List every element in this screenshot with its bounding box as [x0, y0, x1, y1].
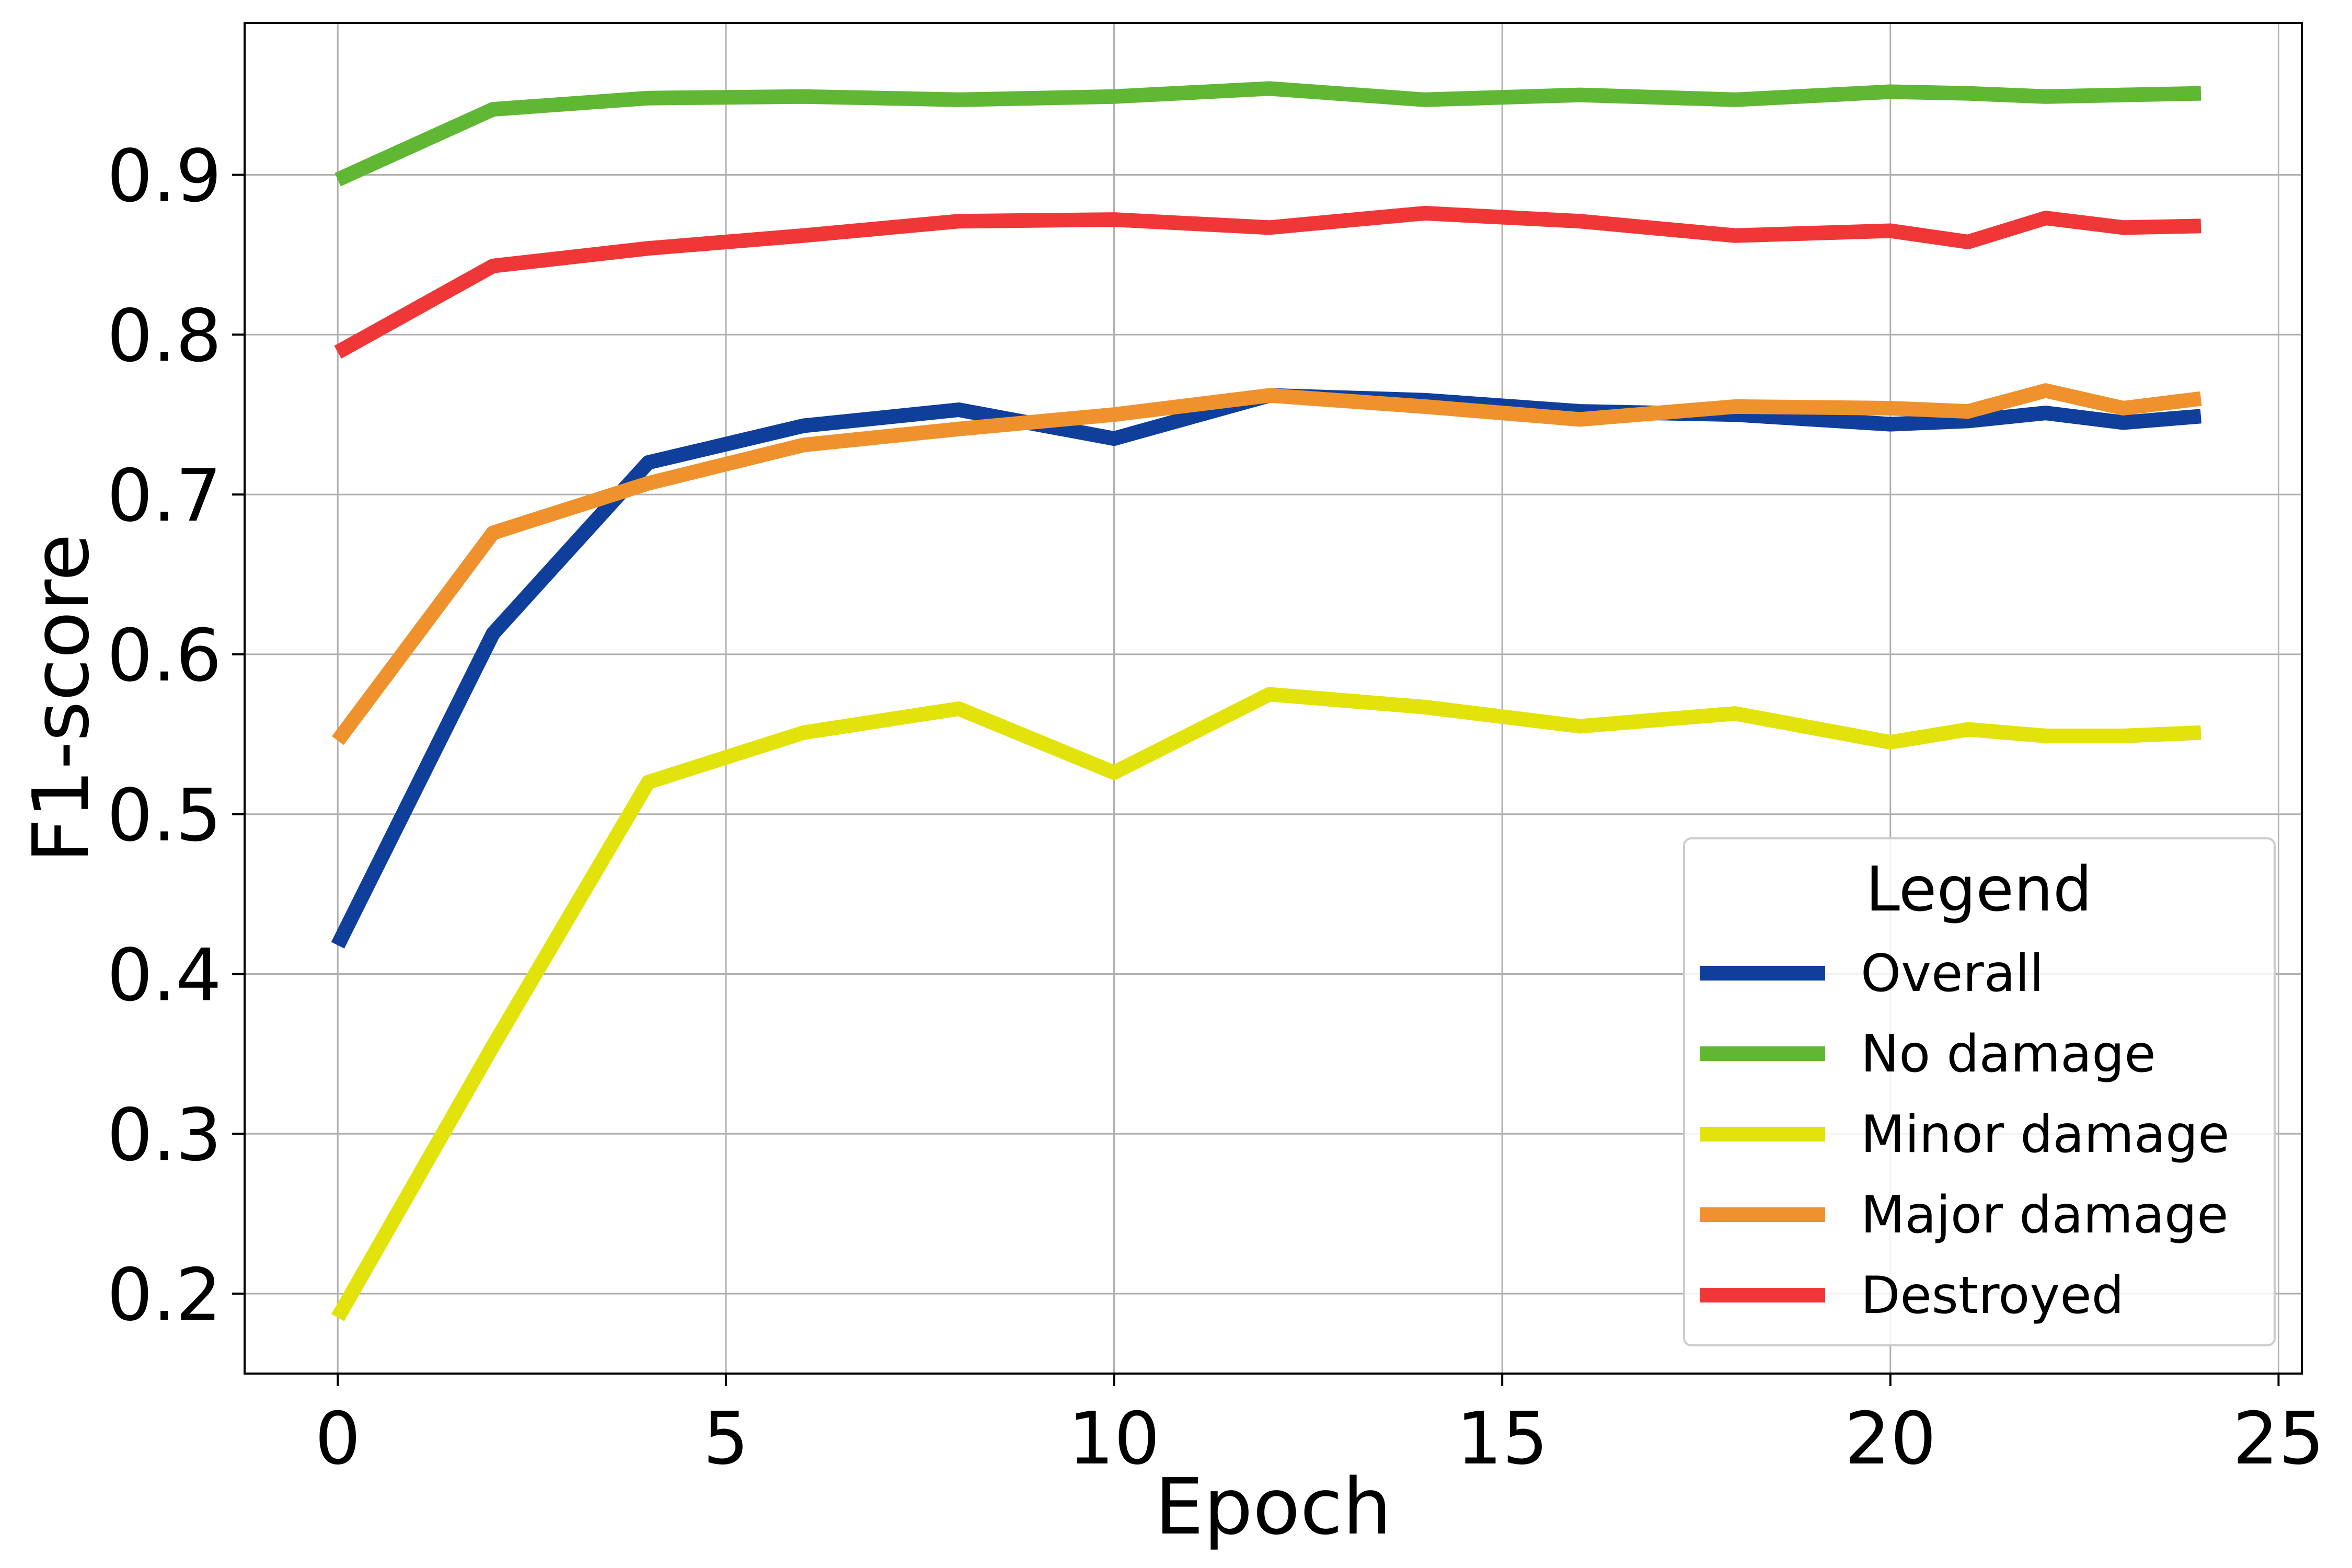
- x-tick-label: 10: [1068, 1397, 1160, 1481]
- series-line-minor-damage: [331, 687, 2201, 1321]
- y-axis-label: F1-score: [16, 534, 106, 863]
- legend-title: Legend: [1865, 853, 2092, 925]
- y-tick-label: 0.3: [107, 1093, 222, 1177]
- x-tick-label: 5: [703, 1397, 749, 1481]
- axis-ticks: 0 5 10 15 20 25 0.2 0.3 0.4 0.5 0.6 0.7 0.8 0.9: [107, 134, 2325, 1481]
- series-line-major-damage: [331, 383, 2202, 745]
- legend-label: Minor damage: [1861, 1105, 2230, 1165]
- plot-lines: [331, 81, 2202, 1321]
- legend-items: Overall No damage Minor damage Major damage…: [1700, 944, 2230, 1325]
- x-axis-label: Epoch: [1155, 1462, 1391, 1552]
- grid: [245, 23, 2302, 1374]
- y-tick-label: 0.9: [107, 134, 222, 218]
- x-tick-label: 15: [1456, 1397, 1548, 1481]
- y-tick-label: 0.5: [107, 774, 222, 858]
- y-tick-label: 0.2: [107, 1253, 222, 1337]
- x-tick-label: 0: [315, 1397, 361, 1481]
- legend-label: Destroyed: [1861, 1266, 2124, 1325]
- legend-box: [1683, 837, 2276, 1346]
- y-tick-label: 0.4: [107, 933, 222, 1018]
- plot-area-frame: [244, 22, 2303, 1375]
- y-tick-label: 0.8: [107, 294, 222, 378]
- legend: Legend Overall No damage Minor damage Major…: [1683, 837, 2276, 1346]
- series-line-no-damage: [335, 81, 2201, 187]
- legend-label: No damage: [1861, 1024, 2156, 1084]
- series-line-destroyed: [334, 205, 2201, 359]
- x-tick-label: 20: [1844, 1397, 1936, 1481]
- y-tick-label: 0.6: [107, 614, 222, 698]
- x-tick-label: 25: [2233, 1397, 2325, 1481]
- legend-label: Overall: [1861, 944, 2044, 1004]
- legend-label: Major damage: [1861, 1185, 2229, 1245]
- y-tick-label: 0.7: [107, 454, 222, 538]
